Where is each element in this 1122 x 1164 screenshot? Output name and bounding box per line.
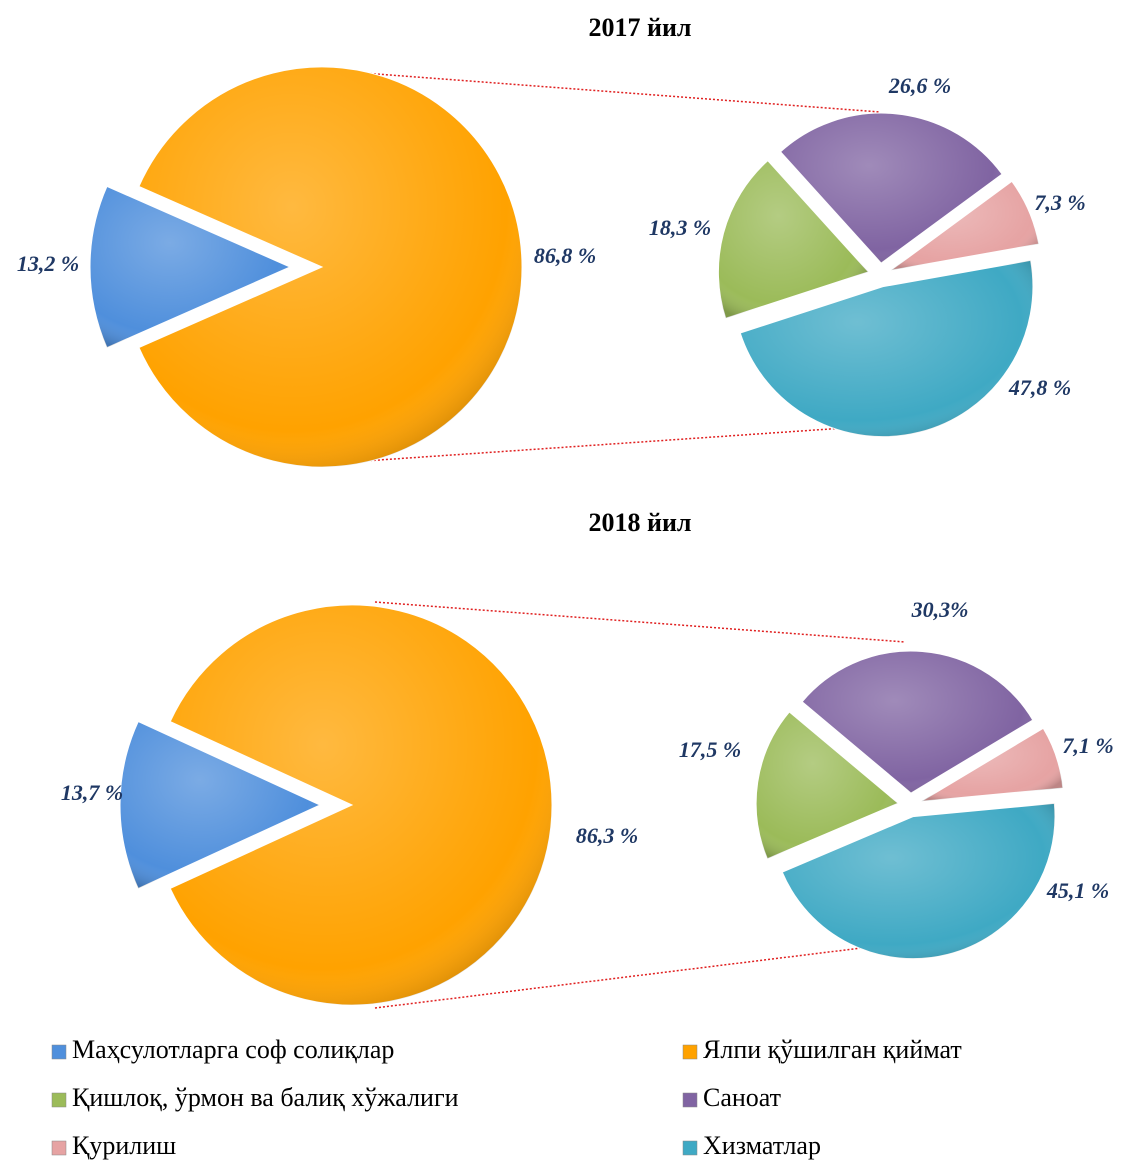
data-label: 17,5 %	[679, 737, 741, 762]
legend-label: Қурилиш	[72, 1131, 176, 1160]
legend-label: Хизматлар	[703, 1131, 821, 1160]
slice-sheen	[89, 186, 290, 348]
slice-sheen	[138, 66, 522, 468]
slice-sheen	[921, 728, 1063, 802]
slice-sheen	[756, 711, 899, 859]
legend-swatch	[682, 1044, 698, 1060]
slice-sheen	[718, 160, 869, 319]
slice-sheen	[170, 605, 553, 1005]
connector-line	[349, 424, 889, 463]
legend-swatch	[51, 1140, 67, 1156]
data-label: 45,1 %	[1046, 878, 1109, 903]
chart-title: 2017 йил	[588, 13, 691, 42]
data-label: 30,3%	[911, 597, 969, 622]
legend-label: Маҳсулотларга соф солиқлар	[72, 1035, 394, 1064]
slice-sheen	[740, 260, 1033, 437]
data-label: 7,1 %	[1062, 733, 1113, 758]
legend-swatch	[682, 1092, 698, 1108]
legend-label: Ялпи қўшилган қиймат	[703, 1035, 962, 1064]
legend-swatch	[51, 1044, 67, 1060]
data-label: 26,6 %	[888, 73, 951, 98]
legend-swatch	[682, 1140, 698, 1156]
connector-line	[349, 71, 881, 113]
chart-title: 2018 йил	[588, 508, 691, 537]
legend-label: Саноат	[703, 1083, 781, 1112]
legend-label: Қишлоқ, ўрмон ва балиқ хўжалиги	[72, 1083, 459, 1112]
connector-line	[374, 601, 906, 643]
slice-sheen	[782, 803, 1055, 959]
data-label: 18,3 %	[649, 215, 711, 240]
legend-swatch	[51, 1092, 67, 1108]
slice-sheen	[802, 651, 1033, 794]
data-label: 86,3 %	[576, 823, 638, 848]
data-label: 86,8 %	[534, 243, 596, 268]
slice-sheen	[120, 721, 321, 889]
connector-line	[374, 941, 911, 1009]
data-label: 47,8 %	[1008, 375, 1071, 400]
data-label: 7,3 %	[1034, 190, 1085, 215]
slice-sheen	[780, 113, 1003, 264]
data-label: 13,2 %	[17, 251, 79, 276]
slice-sheen	[891, 181, 1039, 271]
data-label: 13,7 %	[61, 780, 123, 805]
